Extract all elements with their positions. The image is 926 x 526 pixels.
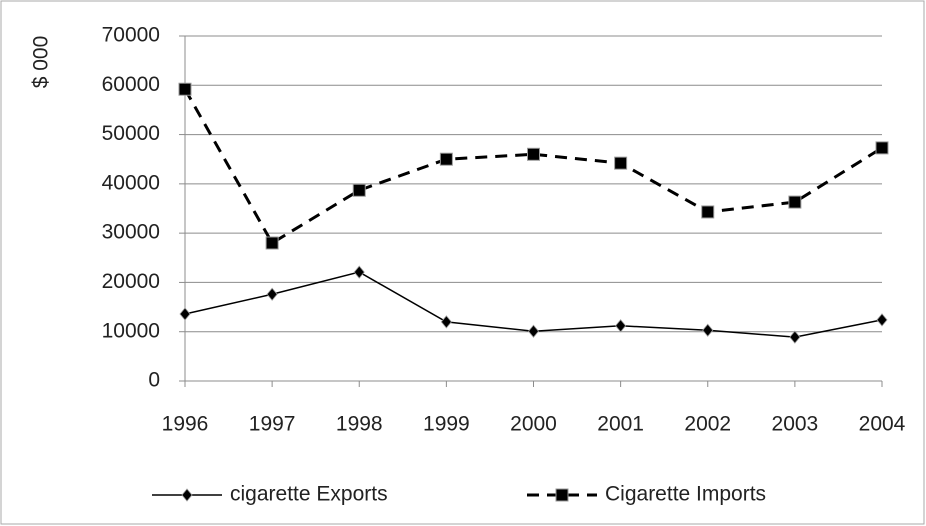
y-tick-label: 30000 xyxy=(102,221,160,244)
y-tick-label: 20000 xyxy=(102,270,160,293)
marker xyxy=(527,147,540,161)
marker xyxy=(440,315,452,329)
x-tick-label: 2001 xyxy=(597,413,644,436)
y-tick-label: 50000 xyxy=(102,122,160,145)
marker xyxy=(788,195,802,209)
x-tick-label: 2003 xyxy=(772,413,819,436)
marker xyxy=(702,323,714,337)
legend-marker xyxy=(555,488,569,502)
x-tick-label: 2000 xyxy=(510,413,557,436)
x-tick-label: 2004 xyxy=(859,413,906,436)
marker xyxy=(875,141,889,155)
x-tick-label: 1996 xyxy=(162,413,209,436)
x-tick-label: 1999 xyxy=(423,413,470,436)
x-tick-label: 1997 xyxy=(249,413,296,436)
y-tick-label: 40000 xyxy=(102,171,160,194)
marker xyxy=(876,313,888,327)
legend-label: Cigarette Imports xyxy=(605,483,766,506)
x-tick-label: 2002 xyxy=(684,413,731,436)
y-axis-label: $ 000 xyxy=(30,36,53,89)
y-tick-label: 10000 xyxy=(102,319,160,342)
marker xyxy=(439,152,453,166)
marker xyxy=(179,307,191,321)
marker xyxy=(178,82,192,96)
y-tick-label: 0 xyxy=(148,369,160,392)
marker xyxy=(352,183,366,197)
marker xyxy=(614,156,628,170)
marker xyxy=(527,324,540,338)
marker xyxy=(615,319,627,333)
y-tick-label: 70000 xyxy=(102,24,160,47)
y-tick-label: 60000 xyxy=(102,73,160,96)
marker xyxy=(789,330,801,344)
marker xyxy=(701,205,715,219)
legend-marker xyxy=(181,488,193,502)
series-line xyxy=(183,88,883,246)
marker xyxy=(353,265,365,279)
legend-label: cigarette Exports xyxy=(230,483,388,506)
x-tick-label: 1998 xyxy=(336,413,383,436)
marker xyxy=(266,287,278,301)
marker xyxy=(265,236,279,250)
